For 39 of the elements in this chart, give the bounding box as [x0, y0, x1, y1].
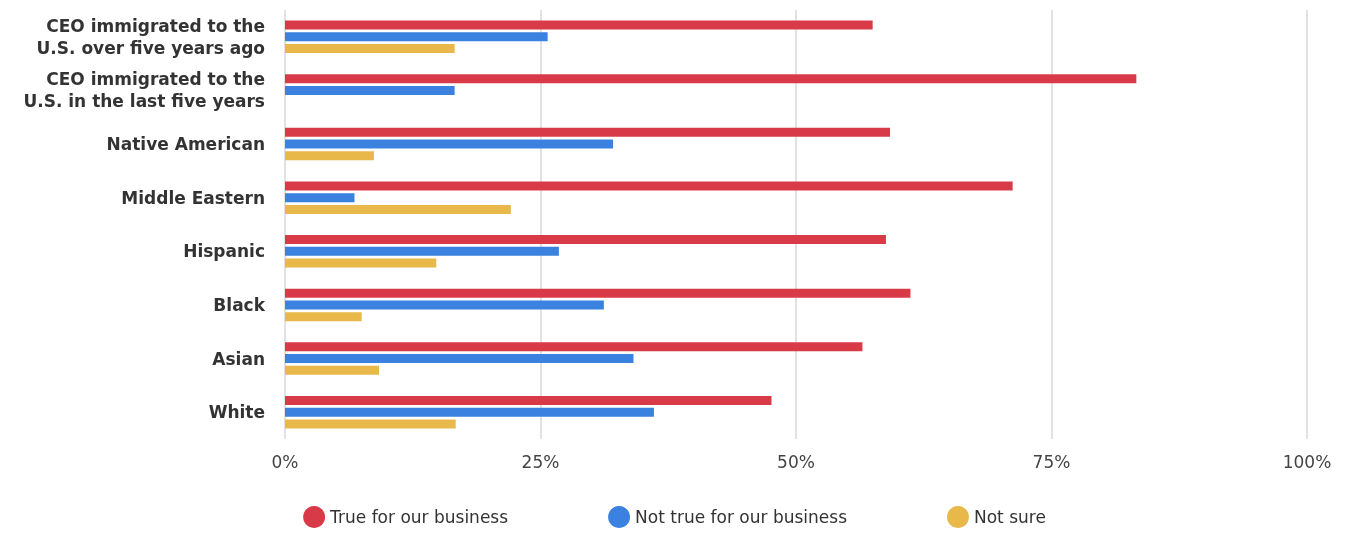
y-tick-label: White	[208, 402, 265, 423]
y-tick-label: Hispanic	[183, 241, 265, 262]
bar	[285, 139, 614, 149]
bar	[285, 32, 548, 42]
y-tick-label: CEO immigrated to the U.S. in the last five years	[23, 69, 265, 112]
bar	[285, 312, 362, 322]
y-tick-label: Native American	[106, 134, 265, 155]
bar	[285, 395, 772, 405]
x-tick-label: 0%	[271, 451, 299, 472]
bar	[285, 151, 374, 161]
legend-label: Not sure	[973, 507, 1046, 527]
x-tick-label: 50%	[777, 451, 815, 472]
bar	[285, 354, 634, 364]
x-tick-label: 25%	[521, 451, 560, 472]
x-tick-label: 100%	[1282, 451, 1332, 472]
bar	[285, 204, 511, 214]
y-tick-label: Black	[213, 294, 266, 315]
bar	[285, 258, 437, 268]
bar	[285, 419, 456, 429]
bar	[285, 246, 559, 256]
bar	[285, 235, 886, 245]
legend-label: True for our business	[329, 507, 509, 527]
bar	[285, 127, 891, 137]
x-tick-label: 75%	[1032, 451, 1071, 472]
legend-label: Not true for our business	[635, 507, 848, 527]
bar	[285, 20, 873, 30]
y-tick-label: CEO immigrated to the U.S. over five years ago	[36, 15, 265, 58]
bar	[285, 44, 455, 54]
y-tick-label: Middle Eastern	[121, 187, 265, 208]
bar	[285, 85, 455, 95]
bar	[285, 365, 380, 375]
bar	[285, 288, 911, 298]
bar	[285, 407, 654, 417]
bar	[285, 193, 355, 203]
bar	[285, 181, 1013, 191]
bar	[285, 74, 1137, 84]
bar	[285, 300, 604, 310]
y-tick-label: Asian	[212, 348, 265, 369]
bar	[285, 342, 863, 352]
